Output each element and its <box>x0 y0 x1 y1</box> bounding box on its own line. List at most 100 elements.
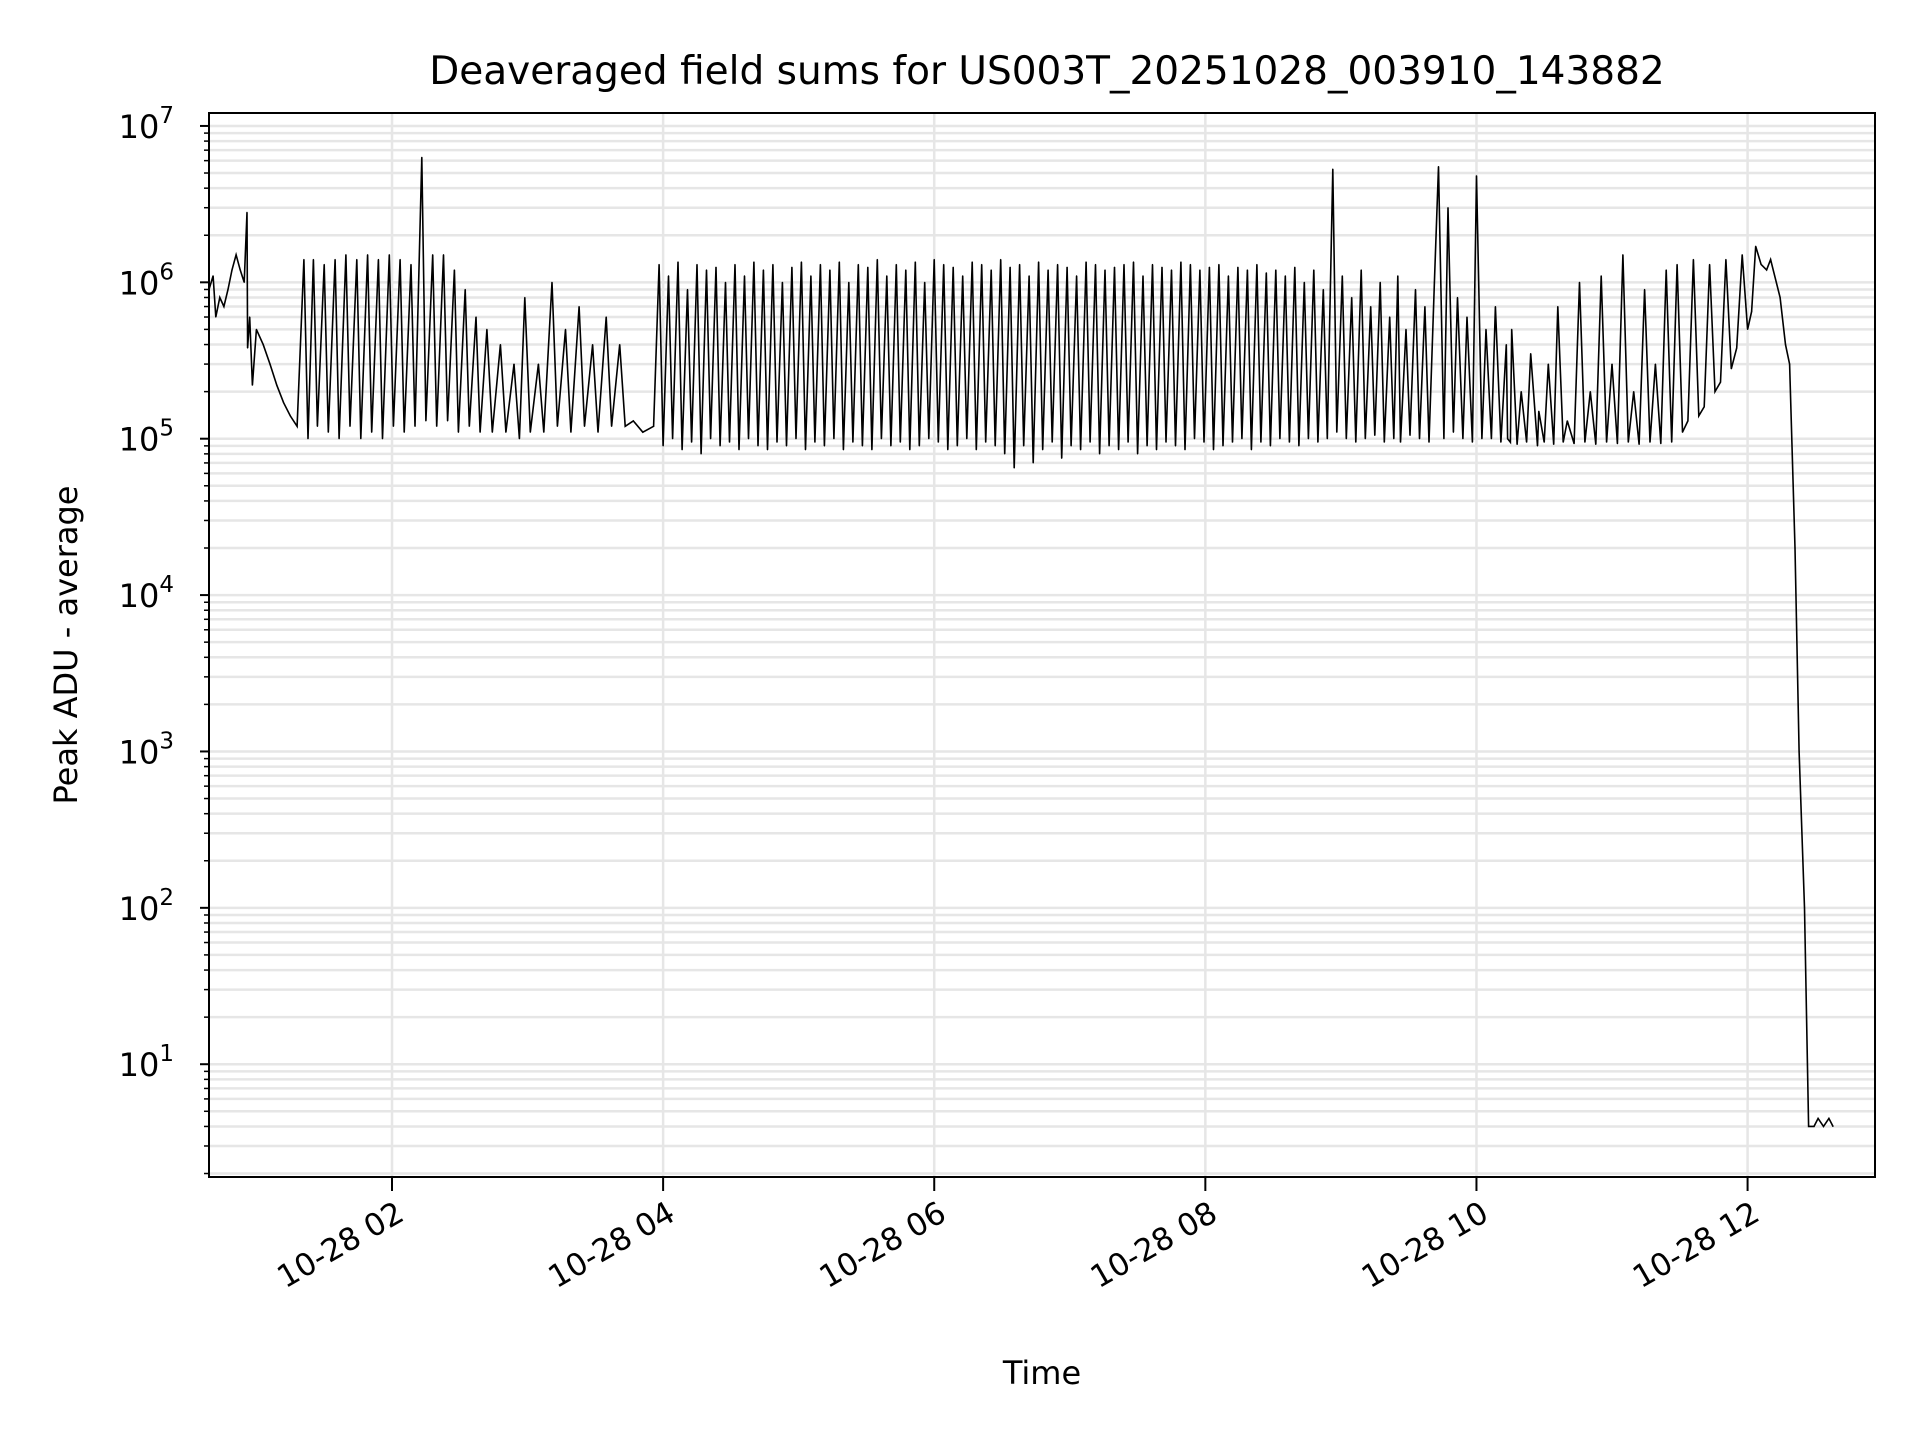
data-point <box>667 275 670 277</box>
data-point <box>1279 438 1281 440</box>
data-point <box>1452 431 1455 433</box>
data-point <box>1719 381 1722 383</box>
data-point <box>1507 438 1509 440</box>
y-tick-exponent: 2 <box>159 885 174 911</box>
y-tick-label: 106 <box>119 259 174 302</box>
data-point <box>928 438 930 440</box>
data-point <box>1056 263 1059 266</box>
data-point <box>918 445 920 447</box>
data-point <box>848 281 850 283</box>
data-point <box>1355 441 1357 443</box>
data-point <box>1345 438 1347 440</box>
data-point <box>943 263 945 266</box>
data-point <box>475 316 477 318</box>
data-point <box>833 438 835 440</box>
data-point <box>307 438 309 440</box>
data-point <box>1755 245 1757 247</box>
data-point <box>410 263 412 266</box>
data-point <box>971 261 973 263</box>
data-point <box>235 254 237 256</box>
data-point <box>715 266 717 268</box>
data-point <box>880 438 882 440</box>
data-point <box>1409 434 1411 436</box>
data-point <box>1490 438 1492 440</box>
data-point <box>1784 343 1787 346</box>
data-point <box>1649 441 1651 443</box>
data-point <box>1284 275 1286 277</box>
data-point <box>1351 296 1353 299</box>
data-point <box>453 269 455 271</box>
data-point <box>719 445 721 447</box>
data-point <box>937 441 939 443</box>
data-point <box>1832 1125 1834 1128</box>
data-point <box>757 445 759 447</box>
y-tick-label: 101 <box>119 1041 174 1084</box>
data-point <box>1142 275 1144 277</box>
data-point <box>1237 266 1239 268</box>
data-point <box>804 449 807 451</box>
data-point <box>738 449 740 451</box>
data-point <box>1019 263 1021 266</box>
data-point <box>543 431 545 433</box>
y-tick-label: 102 <box>119 885 174 928</box>
data-point <box>952 266 954 268</box>
data-point <box>1638 443 1640 445</box>
y-tick-exponent: 3 <box>159 728 174 754</box>
data-point <box>781 281 784 283</box>
data-point <box>360 438 362 440</box>
data-point <box>414 425 416 427</box>
data-point <box>709 438 712 440</box>
data-point <box>1070 445 1072 447</box>
data-point <box>1671 441 1673 443</box>
data-point <box>564 328 567 330</box>
data-point <box>442 254 445 256</box>
data-point <box>464 288 466 291</box>
data-point <box>1660 443 1662 445</box>
data-point <box>1136 453 1139 455</box>
data-point <box>1520 391 1522 393</box>
data-point <box>556 425 558 427</box>
data-point <box>303 258 305 261</box>
data-point <box>1250 449 1253 451</box>
data-point <box>966 438 968 440</box>
data-point <box>1393 438 1395 440</box>
data-point <box>1511 328 1513 330</box>
y-tick-label: 107 <box>119 103 174 146</box>
data-point <box>1379 281 1381 283</box>
data-point <box>700 453 702 455</box>
data-point <box>861 445 863 447</box>
data-point <box>871 449 873 451</box>
data-point <box>1770 258 1772 261</box>
data-point <box>1405 328 1407 330</box>
data-point <box>312 258 314 261</box>
data-point <box>785 445 788 447</box>
data-point <box>905 269 907 271</box>
y-tick-exponent: 5 <box>159 416 174 442</box>
data-point <box>1336 431 1338 433</box>
data-point <box>1212 449 1215 451</box>
data-point <box>1611 363 1613 365</box>
data-point <box>1794 547 1796 549</box>
data-point <box>1047 269 1049 271</box>
data-point <box>852 441 854 443</box>
data-point <box>1042 449 1044 451</box>
data-point <box>1751 310 1753 313</box>
data-point <box>1500 441 1502 443</box>
data-point <box>1418 438 1421 440</box>
data-point <box>1123 263 1125 266</box>
data-point <box>1817 1117 1819 1120</box>
data-point <box>578 305 580 308</box>
data-point <box>1573 443 1575 445</box>
data-point <box>1032 462 1034 464</box>
data-point <box>605 316 607 318</box>
data-point <box>611 425 613 427</box>
data-point <box>1807 1125 1810 1128</box>
data-point <box>642 431 644 433</box>
data-point <box>1004 453 1006 455</box>
data-point <box>227 288 229 291</box>
data-point <box>1108 445 1110 447</box>
data-point <box>1374 434 1376 436</box>
data-point <box>1433 281 1436 283</box>
data-point <box>425 420 427 422</box>
y-tick-label: 105 <box>119 416 174 459</box>
